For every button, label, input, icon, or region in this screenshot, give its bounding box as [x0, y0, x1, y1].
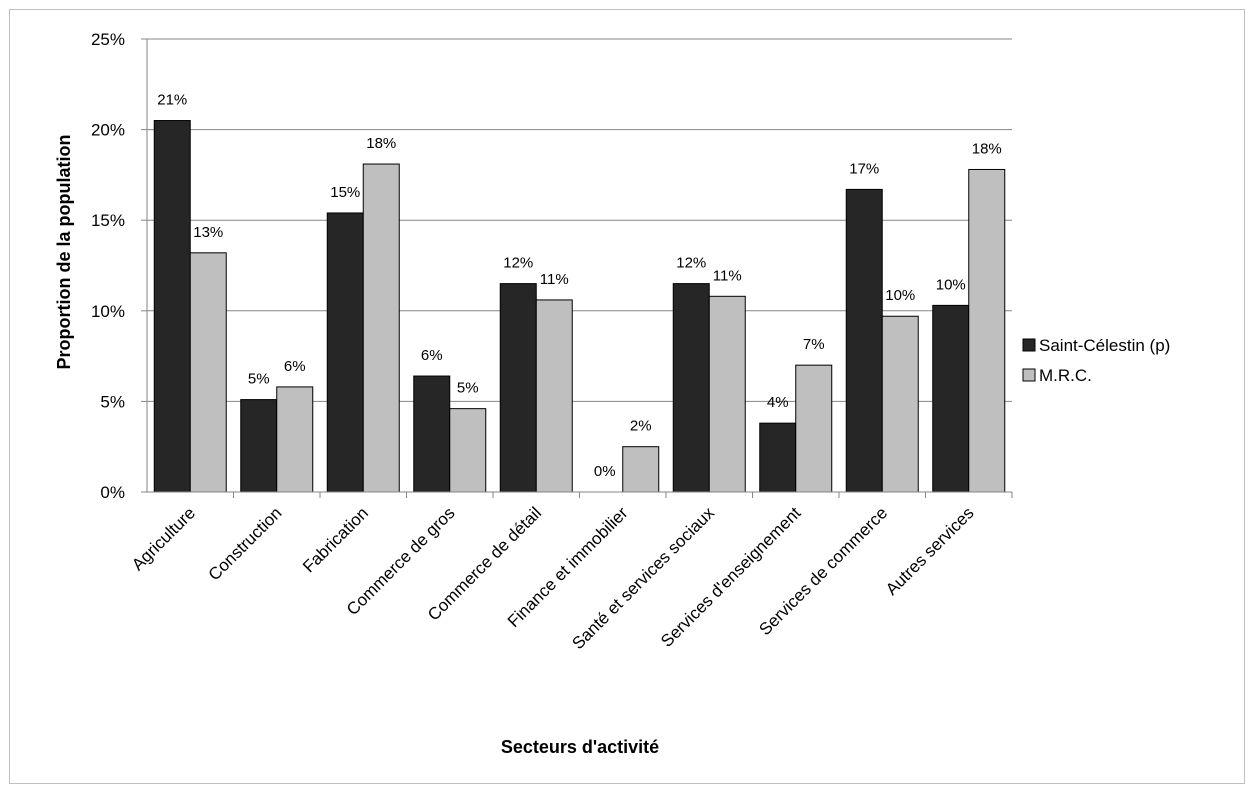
data-label: 18%: [366, 135, 396, 152]
data-label: 5%: [457, 380, 479, 397]
bar-saint-celestin: [759, 422, 797, 493]
data-label: 13%: [193, 224, 223, 241]
data-label: 18%: [972, 140, 1002, 157]
data-label: 6%: [421, 347, 443, 364]
data-label: 15%: [330, 184, 360, 201]
y-axis-title: Proportion de la population: [54, 135, 74, 370]
data-label: 12%: [503, 255, 533, 272]
data-label: 10%: [936, 276, 966, 293]
bar-mrc: [535, 299, 573, 493]
bar-mrc: [449, 408, 487, 493]
x-axis-title: Secteurs d'activité: [501, 737, 659, 757]
data-label: 12%: [676, 255, 706, 272]
bar-mrc: [795, 364, 833, 493]
bars: [153, 120, 1006, 493]
data-label: 4%: [767, 394, 789, 411]
data-label: 17%: [849, 160, 879, 177]
bar-saint-celestin: [413, 375, 451, 493]
bar-mrc: [968, 168, 1006, 493]
legend: Saint-Célestin (p) M.R.C.: [1022, 336, 1170, 385]
y-tick-label: 20%: [91, 121, 125, 140]
legend-swatch: [1022, 368, 1036, 382]
y-tick-label: 5%: [100, 392, 125, 411]
y-tick-label: 15%: [91, 211, 125, 230]
data-label: 2%: [630, 418, 652, 435]
bar-mrc: [708, 295, 746, 493]
bar-mrc: [362, 163, 400, 493]
data-label: 0%: [594, 463, 616, 480]
bar-saint-celestin: [932, 304, 970, 493]
legend-label: Saint-Célestin (p): [1039, 336, 1170, 355]
bar-saint-celestin: [326, 212, 364, 493]
data-label: 11%: [713, 267, 742, 284]
data-label: 21%: [157, 92, 187, 109]
legend-swatch: [1022, 338, 1036, 352]
bar-saint-celestin: [153, 120, 191, 493]
y-tick-label: 10%: [91, 302, 125, 321]
y-tick-label: 0%: [100, 483, 125, 502]
data-label: 7%: [803, 336, 825, 353]
bar-saint-celestin: [845, 188, 883, 493]
y-tick-label: 25%: [91, 30, 125, 49]
bar-saint-celestin: [499, 283, 537, 493]
bar-mrc: [622, 446, 660, 493]
legend-label: M.R.C.: [1039, 366, 1092, 385]
data-labels: 21% 13% 5% 6% 15% 18% 6% 5% 12% 11% 0% 2% 12% 11% 4% 7%…: [157, 92, 1002, 480]
bar-mrc: [189, 252, 227, 493]
data-label: 5%: [248, 371, 270, 388]
data-label: 6%: [284, 358, 306, 375]
data-label: 10%: [885, 287, 915, 304]
bar-saint-celestin: [240, 399, 278, 493]
data-label: 11%: [540, 271, 569, 288]
bar-mrc: [276, 386, 314, 493]
bar-mrc: [881, 315, 919, 493]
bar-saint-celestin: [672, 283, 710, 493]
